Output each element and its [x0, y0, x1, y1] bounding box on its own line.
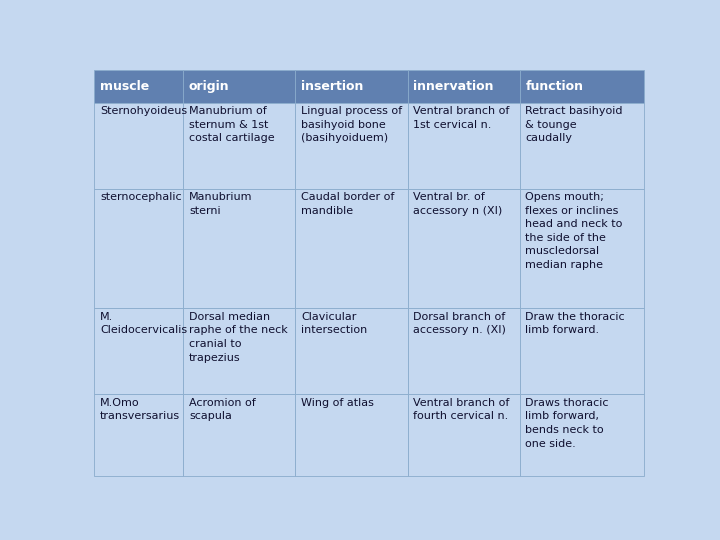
Bar: [520, 70, 644, 103]
Text: Dorsal branch of
accessory n. (XI): Dorsal branch of accessory n. (XI): [413, 312, 506, 335]
Bar: [408, 70, 520, 103]
Text: Draws thoracic
limb forward,
bends neck to
one side.: Draws thoracic limb forward, bends neck …: [526, 398, 609, 449]
Text: Wing of atlas: Wing of atlas: [301, 398, 374, 408]
Bar: [520, 103, 644, 188]
Bar: [94, 308, 184, 394]
Text: Manubrium
sterni: Manubrium sterni: [189, 192, 253, 215]
Bar: [94, 394, 184, 476]
Bar: [184, 308, 295, 394]
Text: Clavicular
intersection: Clavicular intersection: [301, 312, 367, 335]
Text: sternocephalic: sternocephalic: [100, 192, 181, 202]
Bar: [520, 308, 644, 394]
Text: origin: origin: [189, 80, 230, 93]
Bar: [408, 394, 520, 476]
Bar: [295, 188, 408, 308]
Text: Manubrium of
sternum & 1st
costal cartilage: Manubrium of sternum & 1st costal cartil…: [189, 106, 274, 143]
Text: Draw the thoracic
limb forward.: Draw the thoracic limb forward.: [526, 312, 625, 335]
Text: insertion: insertion: [301, 80, 364, 93]
Text: Ventral br. of
accessory n (XI): Ventral br. of accessory n (XI): [413, 192, 503, 215]
Text: Opens mouth;
flexes or inclines
head and neck to
the side of the
muscledorsal
me: Opens mouth; flexes or inclines head and…: [526, 192, 623, 270]
Bar: [520, 394, 644, 476]
Bar: [94, 103, 184, 188]
Bar: [184, 188, 295, 308]
Text: M.
Cleidocervicalis: M. Cleidocervicalis: [100, 312, 187, 335]
Bar: [295, 103, 408, 188]
Bar: [94, 188, 184, 308]
Text: muscle: muscle: [100, 80, 149, 93]
Bar: [295, 308, 408, 394]
Bar: [295, 394, 408, 476]
Bar: [184, 103, 295, 188]
Bar: [408, 188, 520, 308]
Bar: [295, 70, 408, 103]
Text: Sternohyoideus: Sternohyoideus: [100, 106, 187, 116]
Bar: [184, 70, 295, 103]
Text: M.Omo
transversarius: M.Omo transversarius: [100, 398, 180, 421]
Text: Ventral branch of
1st cervical n.: Ventral branch of 1st cervical n.: [413, 106, 510, 130]
Text: innervation: innervation: [413, 80, 494, 93]
Bar: [520, 188, 644, 308]
Text: function: function: [526, 80, 583, 93]
Text: Caudal border of
mandible: Caudal border of mandible: [301, 192, 395, 215]
Text: Lingual process of
basihyoid bone
(basihyoiduem): Lingual process of basihyoid bone (basih…: [301, 106, 402, 143]
Bar: [184, 394, 295, 476]
Bar: [94, 70, 184, 103]
Text: Ventral branch of
fourth cervical n.: Ventral branch of fourth cervical n.: [413, 398, 510, 421]
Bar: [408, 308, 520, 394]
Text: Acromion of
scapula: Acromion of scapula: [189, 398, 256, 421]
Bar: [408, 103, 520, 188]
Text: Retract basihyoid
& tounge
caudally: Retract basihyoid & tounge caudally: [526, 106, 623, 143]
Text: Dorsal median
raphe of the neck
cranial to
trapezius: Dorsal median raphe of the neck cranial …: [189, 312, 288, 362]
